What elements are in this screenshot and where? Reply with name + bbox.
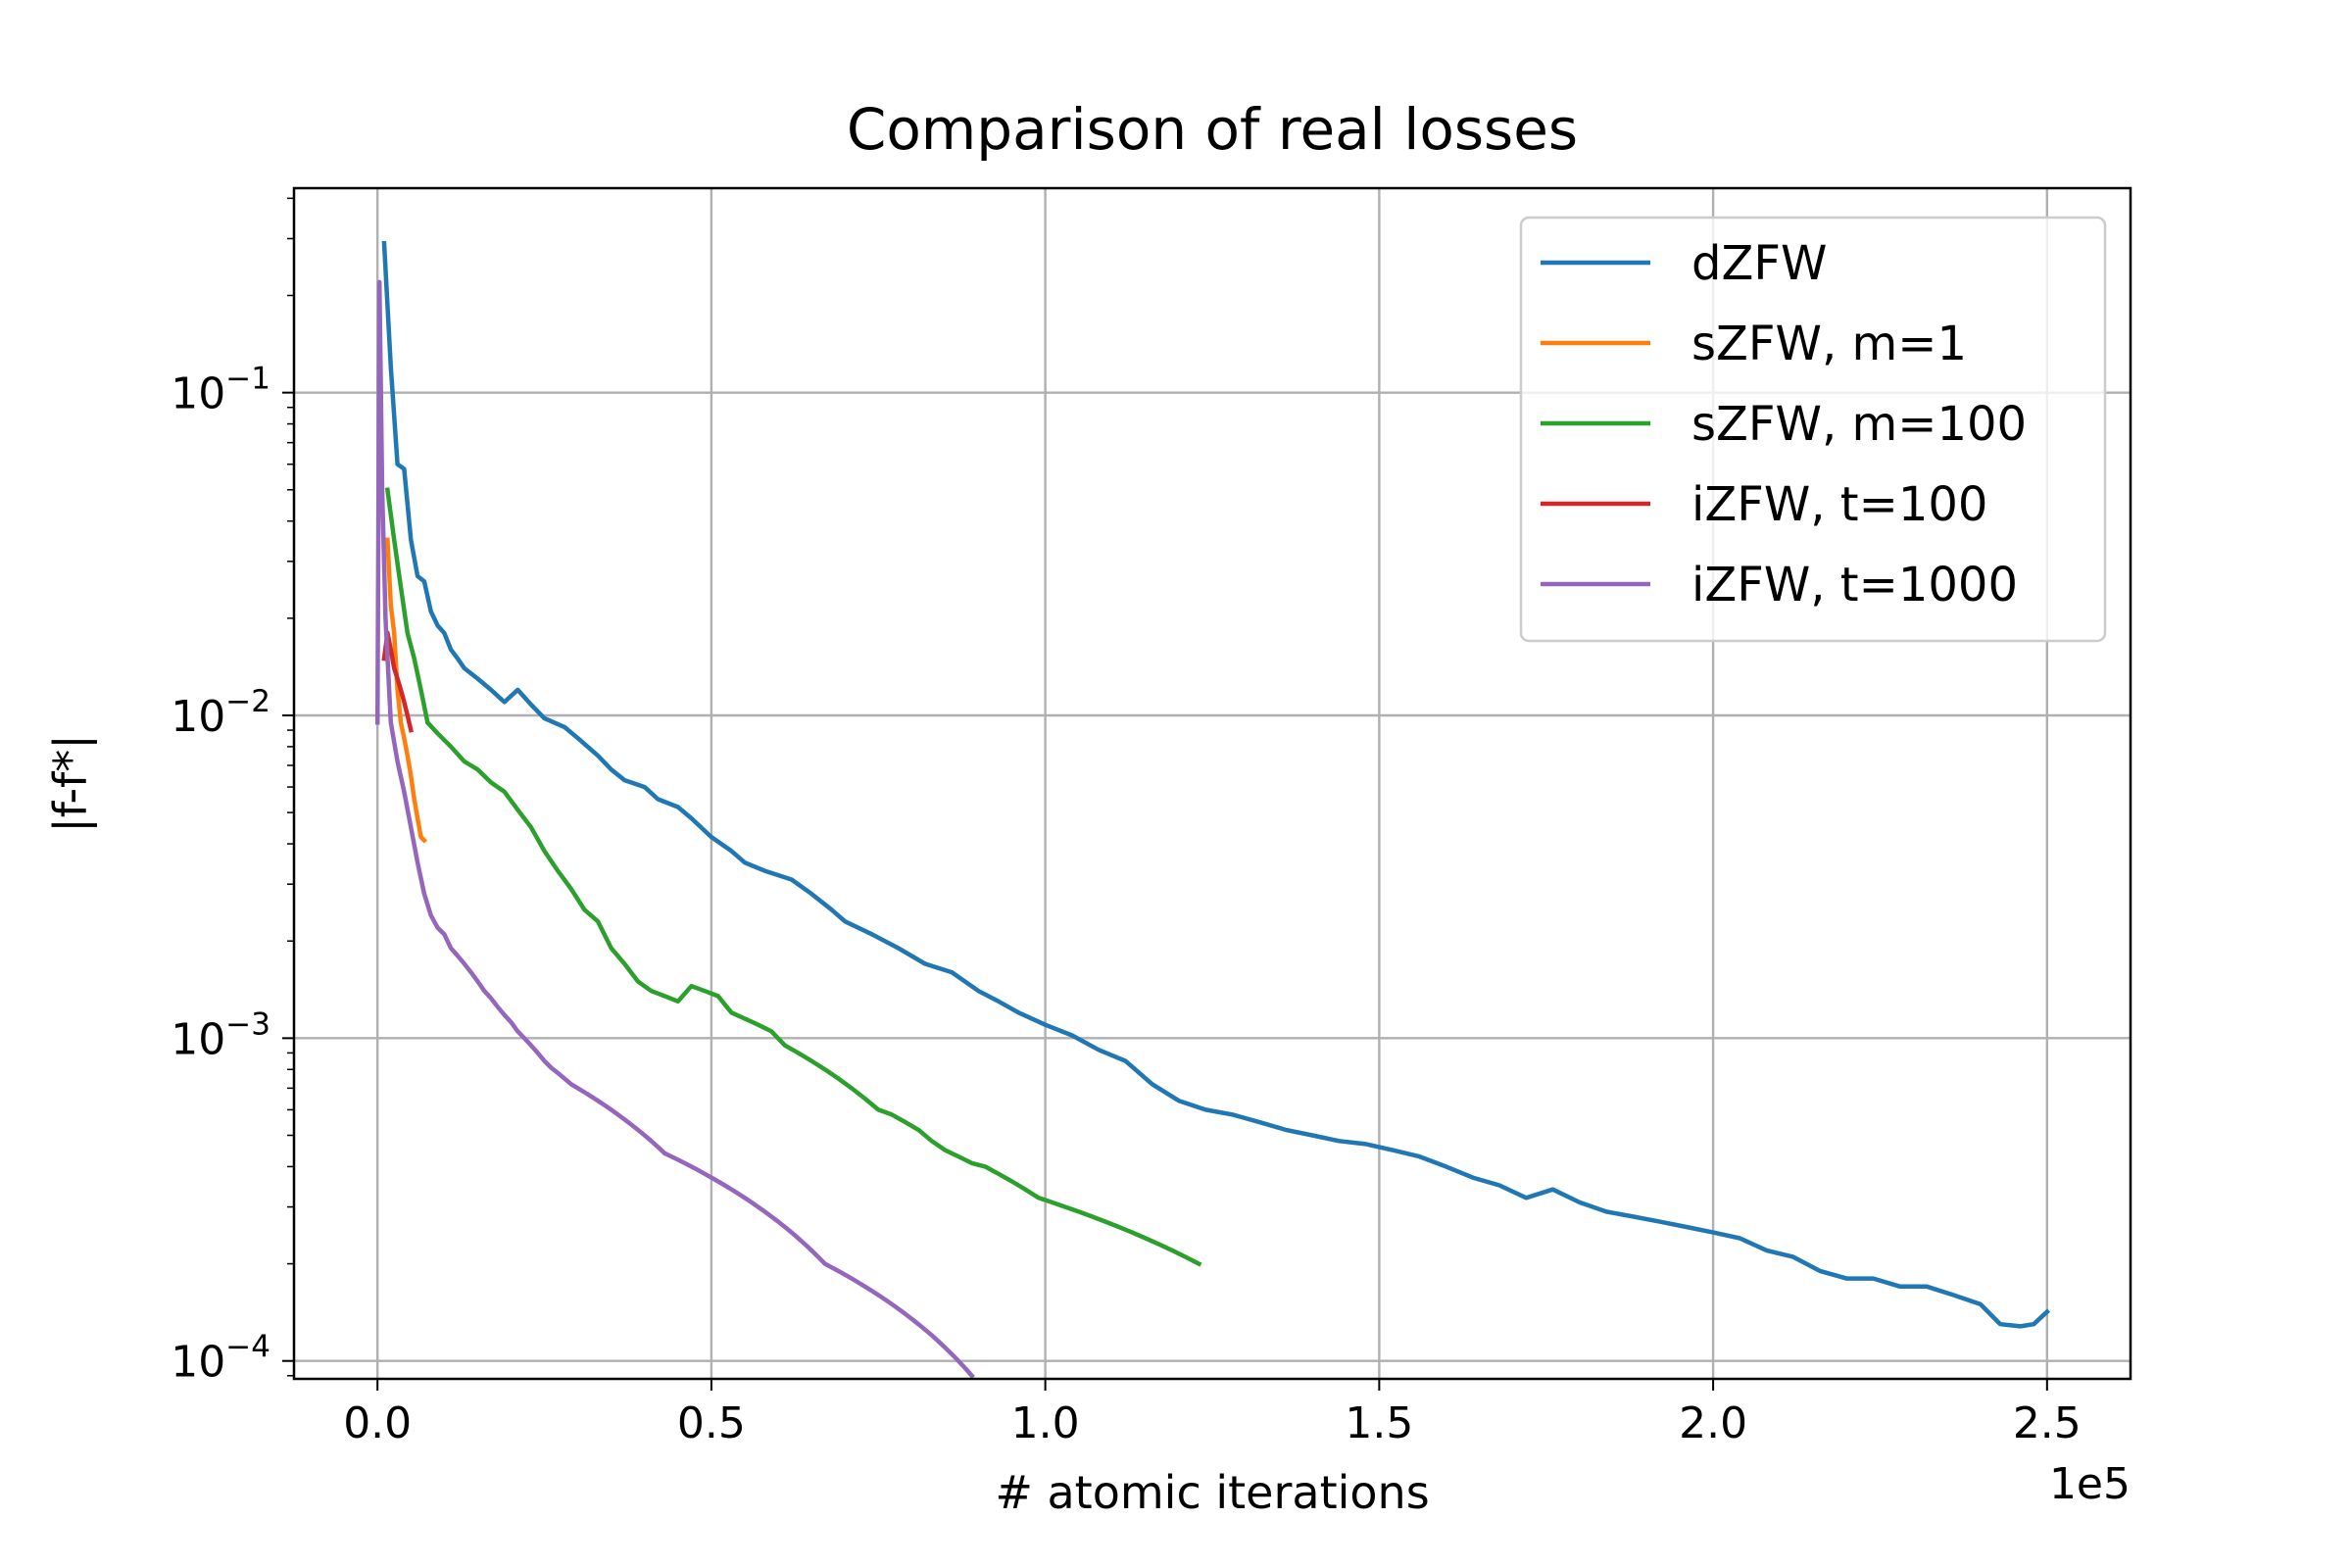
series-line <box>385 537 428 844</box>
legend-label: sZFW, m=1 <box>1691 317 1967 371</box>
x-tick-label: 1.5 <box>1345 1398 1413 1448</box>
axis-ticks: 0.0 0.5 1.0 1.5 2.0 2.5 10−1 10−2 10−3 10−4 <box>171 197 2082 1448</box>
y-tick-label: 10−2 <box>171 684 270 742</box>
series-lines <box>374 240 2050 1379</box>
x-axis-offset-label: 1e5 <box>2049 1459 2131 1509</box>
legend-label: iZFW, t=100 <box>1691 477 1987 532</box>
x-tick-label: 2.0 <box>1679 1398 1747 1448</box>
chart-title: Comparison of real losses <box>847 96 1578 163</box>
x-tick-label: 0.5 <box>677 1398 746 1448</box>
series-line <box>374 279 975 1379</box>
series-line <box>384 487 1202 1267</box>
plot-area-frame <box>292 186 2132 1381</box>
y-tick-label: 10−1 <box>171 362 270 419</box>
x-axis-label: # atomic iterations <box>995 1466 1429 1519</box>
legend-frame <box>1519 216 2107 643</box>
y-tick-label: 10−4 <box>171 1330 270 1388</box>
x-tick-label: 0.0 <box>343 1398 412 1448</box>
legend-label: sZFW, m=100 <box>1691 397 2027 452</box>
series-line <box>381 240 2050 1329</box>
y-tick-label: 10−3 <box>171 1006 270 1064</box>
legend: dZFW sZFW, m=1 sZFW, m=100 iZFW, t=100 iZFW,… <box>1519 216 2107 643</box>
legend-label: dZFW <box>1691 236 1827 291</box>
y-axis-label: |f-f*| <box>44 734 98 832</box>
x-tick-label: 1.0 <box>1011 1398 1080 1448</box>
x-tick-label: 2.5 <box>2013 1398 2082 1448</box>
legend-label: iZFW, t=1000 <box>1691 558 2018 612</box>
